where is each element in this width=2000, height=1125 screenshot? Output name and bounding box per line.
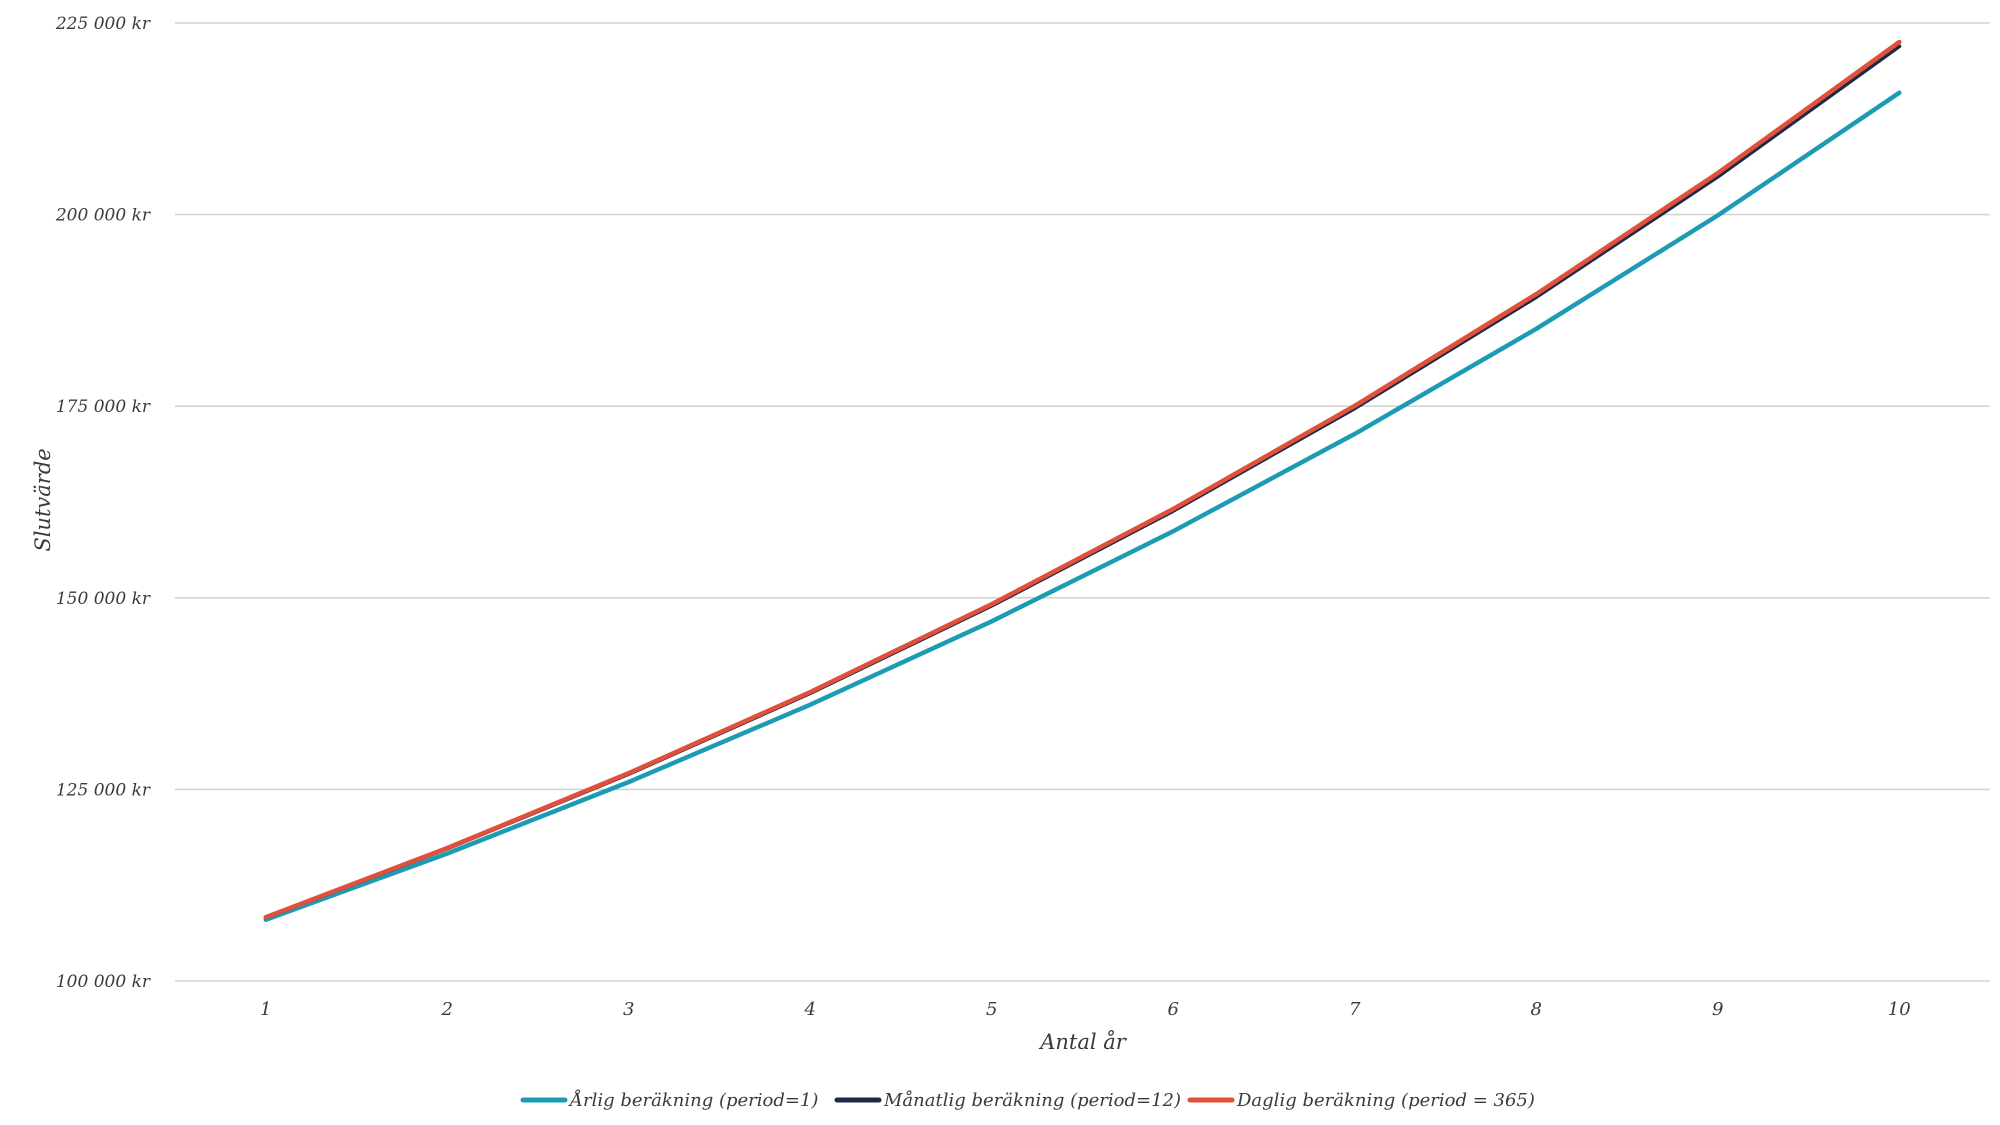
x-tick-label: 7 (1349, 999, 1361, 1020)
x-tick-label: 3 (623, 999, 634, 1020)
series-line (263, 44, 1902, 920)
y-tick-label: 200 000 kr (55, 206, 151, 226)
y-axis-title: Slutvärde (31, 448, 55, 551)
x-tick-label: 6 (1168, 999, 1179, 1020)
legend-label: Månatlig beräkning (period=12) (883, 1089, 1181, 1111)
x-axis-title: Antal år (1038, 1030, 1128, 1054)
x-tick-label: 8 (1531, 999, 1542, 1020)
legend-label: Årlig beräkning (period=1) (568, 1089, 818, 1111)
series-line (263, 39, 1902, 920)
series-line (263, 90, 1902, 922)
legend: Årlig beräkning (period=1) Månatlig beräk… (520, 1089, 1535, 1111)
y-tick-label: 175 000 kr (56, 397, 151, 417)
y-tick-label: 225 000 kr (55, 14, 151, 34)
y-tick-label: 125 000 kr (56, 780, 151, 800)
legend-label: Daglig beräkning (period = 365) (1236, 1090, 1535, 1111)
x-axis-ticks: 1 2 3 4 5 6 7 8 9 10 (260, 999, 1911, 1020)
y-axis-ticks: 100 000 kr 125 000 kr 150 000 kr 175 000 kr… (55, 14, 151, 992)
x-tick-label: 10 (1888, 999, 1911, 1020)
x-tick-label: 5 (986, 999, 997, 1020)
series-lines (263, 39, 1902, 922)
y-tick-label: 100 000 kr (56, 972, 151, 992)
x-tick-label: 9 (1712, 999, 1723, 1020)
gridlines (175, 22, 1990, 982)
x-tick-label: 2 (441, 999, 453, 1020)
x-tick-label: 4 (804, 999, 816, 1020)
x-tick-label: 1 (260, 999, 271, 1020)
y-tick-label: 150 000 kr (56, 589, 151, 609)
